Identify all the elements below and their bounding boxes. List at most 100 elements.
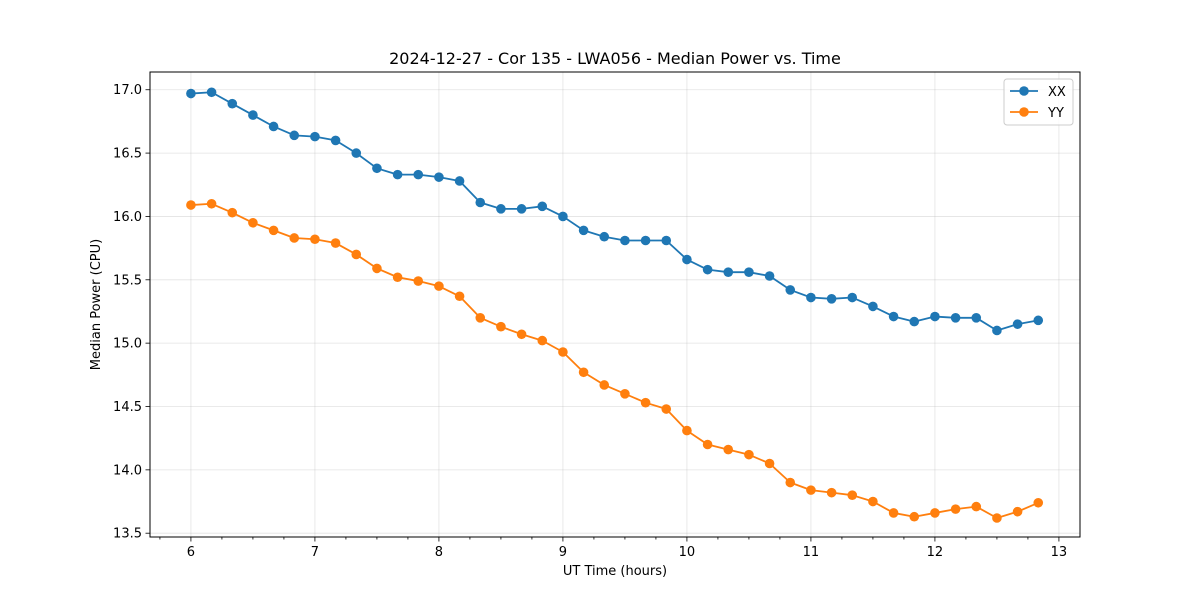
series-yy xyxy=(186,198,1044,523)
series-yy-point xyxy=(454,291,465,302)
y-tick-label: 16.5 xyxy=(113,147,142,162)
legend: XX YY xyxy=(1003,78,1074,126)
series-yy-point xyxy=(806,485,816,495)
series-xx-point xyxy=(888,311,899,322)
x-tick-label: 12 xyxy=(927,545,944,560)
series-yy-point xyxy=(392,272,403,283)
series-yy-point xyxy=(682,425,692,436)
series-yy-point xyxy=(930,508,940,518)
chart-title: 2024-12-27 - Cor 135 - LWA056 - Median P… xyxy=(389,49,841,68)
y-axis: 13.5 14.0 14.5 15.0 15.5 16.0 16.5 17.0 xyxy=(113,83,150,542)
series-xx-point xyxy=(971,313,982,323)
series-yy-point xyxy=(289,233,300,243)
series-xx-point xyxy=(930,311,940,322)
y-tick-label: 14.5 xyxy=(113,400,142,415)
series-yy-point xyxy=(248,217,258,228)
series-yy-point xyxy=(599,380,610,390)
series-xx-point xyxy=(496,204,506,214)
series-xx-point xyxy=(599,231,610,242)
x-tick-label: 6 xyxy=(187,545,195,560)
data-series xyxy=(186,87,1044,523)
series-xx-point xyxy=(1033,315,1044,326)
y-axis-label: Median Power (CPU) xyxy=(89,239,104,370)
series-xx-point xyxy=(475,197,486,208)
y-tick-label: 15.0 xyxy=(113,337,142,352)
series-xx-point xyxy=(640,235,651,246)
series-yy-point xyxy=(909,511,920,522)
series-yy-point xyxy=(206,198,217,209)
series-xx-point xyxy=(744,267,754,277)
series-yy-point xyxy=(826,487,837,498)
x-tick-label: 11 xyxy=(803,545,820,560)
series-yy-point xyxy=(620,389,630,399)
series-xx-point xyxy=(289,130,300,141)
series-yy-point xyxy=(744,449,754,460)
legend-yy-label: YY xyxy=(1047,106,1064,121)
series-xx-point xyxy=(248,110,258,120)
series-yy-point xyxy=(723,444,734,455)
series-xx-point xyxy=(454,176,465,186)
series-yy-point xyxy=(888,508,899,518)
series-yy-point xyxy=(702,439,713,450)
x-axis-label: UT Time (hours) xyxy=(563,564,667,579)
series-xx-point xyxy=(392,169,403,180)
series-yy-point xyxy=(475,313,486,323)
legend-yy-marker xyxy=(1019,107,1029,117)
series-xx-point xyxy=(206,87,217,98)
series-yy-point xyxy=(268,225,279,236)
legend-xx-label: XX xyxy=(1048,85,1066,100)
series-yy-point xyxy=(516,329,527,340)
series-xx-point xyxy=(351,148,362,158)
series-yy-point xyxy=(351,249,362,260)
y-tick-label: 17.0 xyxy=(113,83,142,98)
x-tick-label: 13 xyxy=(1051,545,1068,560)
series-yy-point xyxy=(413,276,424,286)
grid-lines xyxy=(150,72,1080,537)
series-yy-point xyxy=(950,504,961,514)
series-xx-point xyxy=(268,121,279,132)
series-xx-point xyxy=(950,313,961,323)
series-yy-point xyxy=(764,458,775,469)
series-xx-point xyxy=(723,267,734,277)
series-yy-point xyxy=(310,234,320,245)
series-yy-point xyxy=(558,347,568,357)
series-xx-point xyxy=(992,325,1002,336)
series-yy-point xyxy=(227,207,238,218)
series-xx-point xyxy=(537,201,548,212)
series-xx-point xyxy=(806,292,816,303)
series-yy-point xyxy=(330,238,341,248)
series-xx-point xyxy=(558,211,568,222)
y-tick-label: 15.5 xyxy=(113,273,142,288)
series-yy-point xyxy=(1033,497,1044,508)
y-tick-label: 13.5 xyxy=(113,527,142,542)
series-yy-point xyxy=(661,404,672,414)
series-xx-point xyxy=(868,301,878,312)
series-xx-point xyxy=(702,264,713,275)
series-xx xyxy=(186,87,1044,336)
series-yy-point xyxy=(1012,506,1023,517)
x-tick-label: 7 xyxy=(311,545,319,560)
series-xx-point xyxy=(682,254,692,265)
x-tick-label: 10 xyxy=(679,545,696,560)
plot-frame xyxy=(149,71,1081,538)
series-xx-point xyxy=(310,131,320,142)
series-xx-point xyxy=(330,135,341,146)
series-yy-point xyxy=(847,490,858,500)
legend-xx-marker xyxy=(1019,86,1029,96)
y-tick-label: 14.0 xyxy=(113,463,142,478)
series-yy-point xyxy=(971,501,982,512)
series-yy-point xyxy=(640,397,651,408)
series-yy-point xyxy=(868,496,878,507)
series-xx-point xyxy=(661,235,672,246)
series-yy-point xyxy=(578,367,589,378)
x-tick-label: 8 xyxy=(435,545,443,560)
series-xx-point xyxy=(413,169,424,180)
series-xx-point xyxy=(1012,319,1023,329)
series-xx-point xyxy=(186,88,196,99)
x-axis: 6 7 8 9 10 11 12 13 xyxy=(159,537,1068,560)
series-xx-point xyxy=(764,271,775,281)
series-xx-point xyxy=(785,285,796,295)
series-xx-point xyxy=(847,292,858,303)
x-tick-label: 9 xyxy=(559,545,567,560)
